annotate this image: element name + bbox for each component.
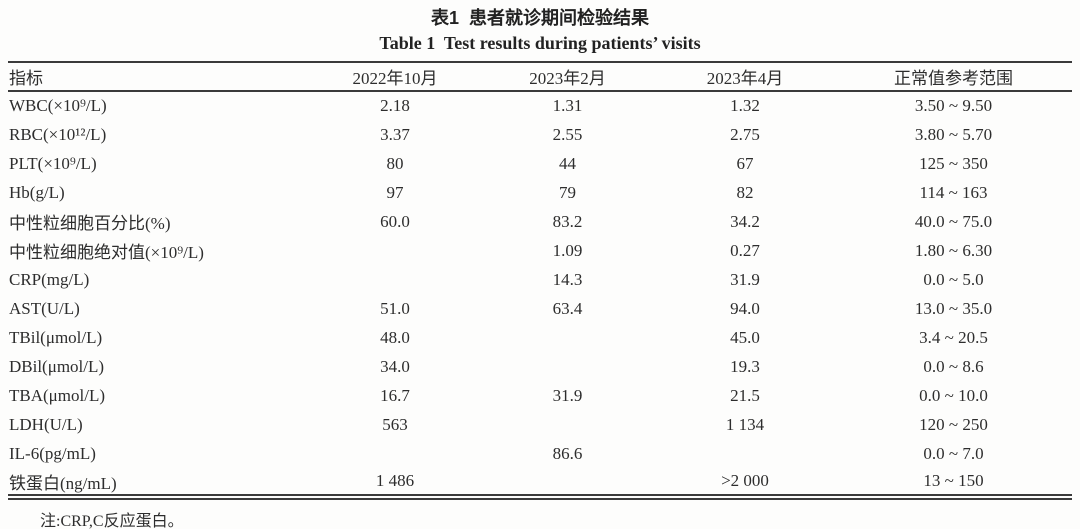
value-cell: 34.0	[380, 356, 410, 376]
value-cell	[480, 468, 655, 497]
column-header-indicator: 指标	[8, 62, 310, 92]
value-cell: 3.37	[380, 124, 410, 144]
table-row: 中性粒细胞绝对值(×10⁹/L) 1.09 0.27 1.80 ~ 6.30	[8, 236, 1072, 265]
value-cell	[655, 439, 835, 468]
indicator-label: 铁蛋白(ng/mL)	[9, 473, 117, 493]
value-cell	[310, 236, 480, 265]
table-body: WBC(×10⁹/L) 2.18 1.31 1.32 3.50 ~ 9.50 RBC(×1…	[8, 91, 1072, 497]
value-cell: 19.3	[730, 356, 760, 376]
table-header: 指标 2022年10月 2023年2月 2023年4月 正常值参考范围	[8, 62, 1072, 92]
value-cell: 2.18	[380, 96, 410, 115]
value-cell: 86.6	[552, 443, 583, 463]
value-cell: 0.27	[730, 240, 760, 260]
table-footnote: 注:CRP,C反应蛋白。	[40, 513, 184, 529]
value-cell	[310, 265, 480, 294]
column-header-normal-range: 正常值参考范围	[835, 62, 1072, 92]
value-cell: >2 000	[721, 471, 769, 490]
value-cell: 2.75	[730, 124, 760, 144]
range-cell: 13 ~ 150	[923, 471, 984, 490]
table-row: IL-6(pg/mL) 86.6 0.0 ~ 7.0	[8, 439, 1072, 468]
indicator-label: TBil(μmol/L)	[9, 327, 103, 347]
column-header-date-2022-10: 2022年10月	[310, 62, 480, 92]
value-cell	[480, 410, 655, 439]
value-cell: 21.5	[730, 385, 760, 405]
value-cell: 1.31	[552, 96, 583, 115]
value-cell	[480, 352, 655, 381]
range-cell: 13.0 ~ 35.0	[914, 298, 993, 318]
value-cell: 51.0	[380, 298, 410, 318]
indicator-label: Hb(g/L)	[9, 182, 65, 202]
range-cell: 1.80 ~ 6.30	[914, 240, 993, 260]
value-cell: 48.0	[380, 327, 410, 347]
value-cell: 67	[736, 153, 754, 173]
table-row: RBC(×10¹²/L) 3.37 2.55 2.75 3.80 ~ 5.70	[8, 120, 1072, 149]
indicator-label: RBC(×10¹²/L)	[9, 124, 107, 144]
value-cell: 16.7	[380, 385, 410, 405]
value-cell	[310, 439, 480, 468]
table-row: DBil(μmol/L) 34.0 19.3 0.0 ~ 8.6	[8, 352, 1072, 381]
indicator-label: IL-6(pg/mL)	[9, 443, 96, 463]
value-cell	[480, 323, 655, 352]
range-cell: 40.0 ~ 75.0	[914, 211, 993, 231]
results-table: 指标 2022年10月 2023年2月 2023年4月 正常值参考范围 WBC(×10⁹…	[8, 61, 1072, 500]
value-cell: 1 134	[725, 414, 765, 434]
value-cell: 82	[736, 182, 754, 202]
indicator-label: WBC(×10⁹/L)	[9, 96, 107, 115]
table-row: Hb(g/L) 97 79 82 114 ~ 163	[8, 178, 1072, 207]
value-cell: 1.32	[730, 96, 760, 115]
indicator-label: 中性粒细胞百分比(%)	[9, 214, 171, 233]
value-cell: 563	[382, 414, 408, 434]
indicator-label: AST(U/L)	[9, 298, 80, 318]
range-cell: 3.80 ~ 5.70	[914, 124, 993, 144]
value-cell: 97	[386, 182, 404, 202]
range-cell: 3.50 ~ 9.50	[914, 96, 993, 115]
indicator-label: PLT(×10⁹/L)	[9, 153, 97, 173]
value-cell: 94.0	[730, 298, 760, 318]
range-cell: 0.0 ~ 10.0	[919, 385, 988, 405]
value-cell: 31.9	[730, 269, 760, 289]
value-cell: 44	[559, 153, 576, 173]
table-row: 铁蛋白(ng/mL) 1 486 >2 000 13 ~ 150	[8, 468, 1072, 497]
table-row: TBA(μmol/L) 16.7 31.9 21.5 0.0 ~ 10.0	[8, 381, 1072, 410]
range-cell: 0.0 ~ 7.0	[923, 443, 984, 463]
table-row: TBil(μmol/L) 48.0 45.0 3.4 ~ 20.5	[8, 323, 1072, 352]
table-title-zh: 表1 患者就诊期间检验结果	[430, 8, 649, 28]
value-cell: 1.09	[552, 240, 583, 260]
value-cell: 34.2	[730, 211, 760, 231]
range-cell: 120 ~ 250	[919, 414, 988, 434]
column-header-date-2023-04: 2023年4月	[655, 62, 835, 92]
table-row: WBC(×10⁹/L) 2.18 1.31 1.32 3.50 ~ 9.50	[8, 91, 1072, 120]
table-row: PLT(×10⁹/L) 80 44 67 125 ~ 350	[8, 149, 1072, 178]
table-title-en: Table 1 Test results during patients’ vi…	[379, 33, 701, 53]
indicator-label: TBA(μmol/L)	[9, 385, 105, 405]
range-cell: 114 ~ 163	[919, 182, 988, 202]
table-header-row: 指标 2022年10月 2023年2月 2023年4月 正常值参考范围	[8, 62, 1072, 92]
indicator-label: LDH(U/L)	[9, 414, 83, 434]
value-cell: 60.0	[380, 211, 410, 231]
range-cell: 0.0 ~ 5.0	[923, 269, 984, 289]
range-cell: 125 ~ 350	[919, 153, 988, 173]
indicator-label: DBil(μmol/L)	[9, 356, 105, 376]
table-row: LDH(U/L) 563 1 134 120 ~ 250	[8, 410, 1072, 439]
value-cell: 1 486	[375, 471, 415, 490]
table-row: CRP(mg/L) 14.3 31.9 0.0 ~ 5.0	[8, 265, 1072, 294]
value-cell: 83.2	[552, 211, 583, 231]
column-header-date-2023-02: 2023年2月	[480, 62, 655, 92]
indicator-label: CRP(mg/L)	[9, 269, 90, 289]
value-cell: 2.55	[552, 124, 583, 144]
value-cell: 63.4	[552, 298, 583, 318]
range-cell: 3.4 ~ 20.5	[919, 327, 988, 347]
value-cell: 80	[386, 153, 404, 173]
table-row: 中性粒细胞百分比(%) 60.0 83.2 34.2 40.0 ~ 75.0	[8, 207, 1072, 236]
range-cell: 0.0 ~ 8.6	[923, 356, 984, 376]
value-cell: 79	[559, 182, 576, 202]
value-cell: 31.9	[552, 385, 583, 405]
table-row: AST(U/L) 51.0 63.4 94.0 13.0 ~ 35.0	[8, 294, 1072, 323]
value-cell: 45.0	[730, 327, 760, 347]
value-cell: 14.3	[552, 269, 583, 289]
indicator-label: 中性粒细胞绝对值(×10⁹/L)	[9, 243, 204, 262]
